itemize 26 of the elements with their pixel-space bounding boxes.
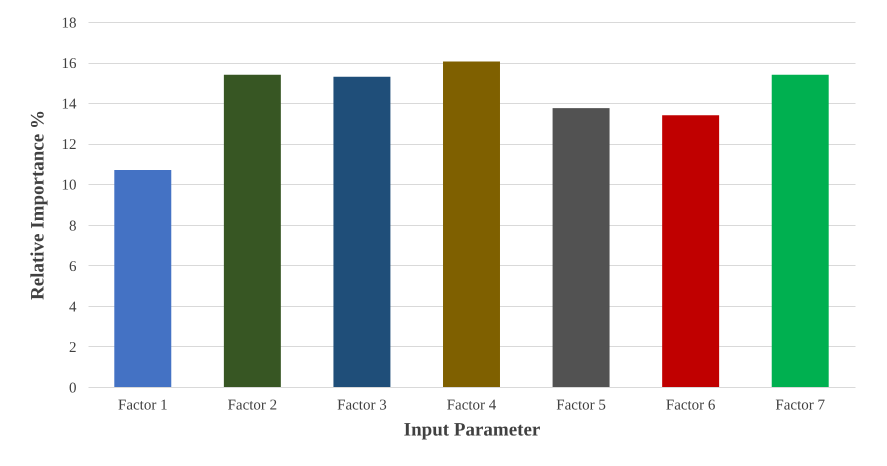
- x-tick-label: Factor 1: [118, 398, 168, 414]
- bar: [662, 115, 720, 387]
- y-tick-label: 0: [69, 380, 76, 396]
- x-tick-label: Factor 7: [775, 398, 826, 414]
- y-tick-label: 10: [62, 178, 76, 194]
- y-tick-label: 2: [69, 340, 76, 356]
- y-tick-label: 6: [69, 258, 77, 275]
- y-tick-label: 4: [69, 299, 77, 316]
- x-tick-label: Factor 5: [556, 398, 606, 414]
- x-axis-title: Input Parameter: [404, 420, 541, 440]
- x-tick-label: Factor 4: [446, 398, 497, 414]
- bar: [772, 74, 829, 387]
- y-tick-label: 12: [62, 137, 76, 154]
- bar: [224, 74, 281, 387]
- x-tick-label: Factor 3: [337, 398, 387, 414]
- y-tick-label: 18: [62, 16, 76, 32]
- y-tick-label: 14: [62, 96, 77, 113]
- bar: [443, 62, 500, 387]
- y-tick-label: 16: [62, 56, 77, 72]
- bar: [333, 76, 390, 387]
- y-tick-label: 8: [69, 218, 76, 234]
- bar: [552, 108, 610, 387]
- bar: [114, 170, 172, 387]
- x-tick-label: Factor 2: [228, 398, 278, 414]
- y-axis-title: Relative Importance %: [28, 110, 48, 300]
- x-tick-label: Factor 6: [666, 398, 716, 414]
